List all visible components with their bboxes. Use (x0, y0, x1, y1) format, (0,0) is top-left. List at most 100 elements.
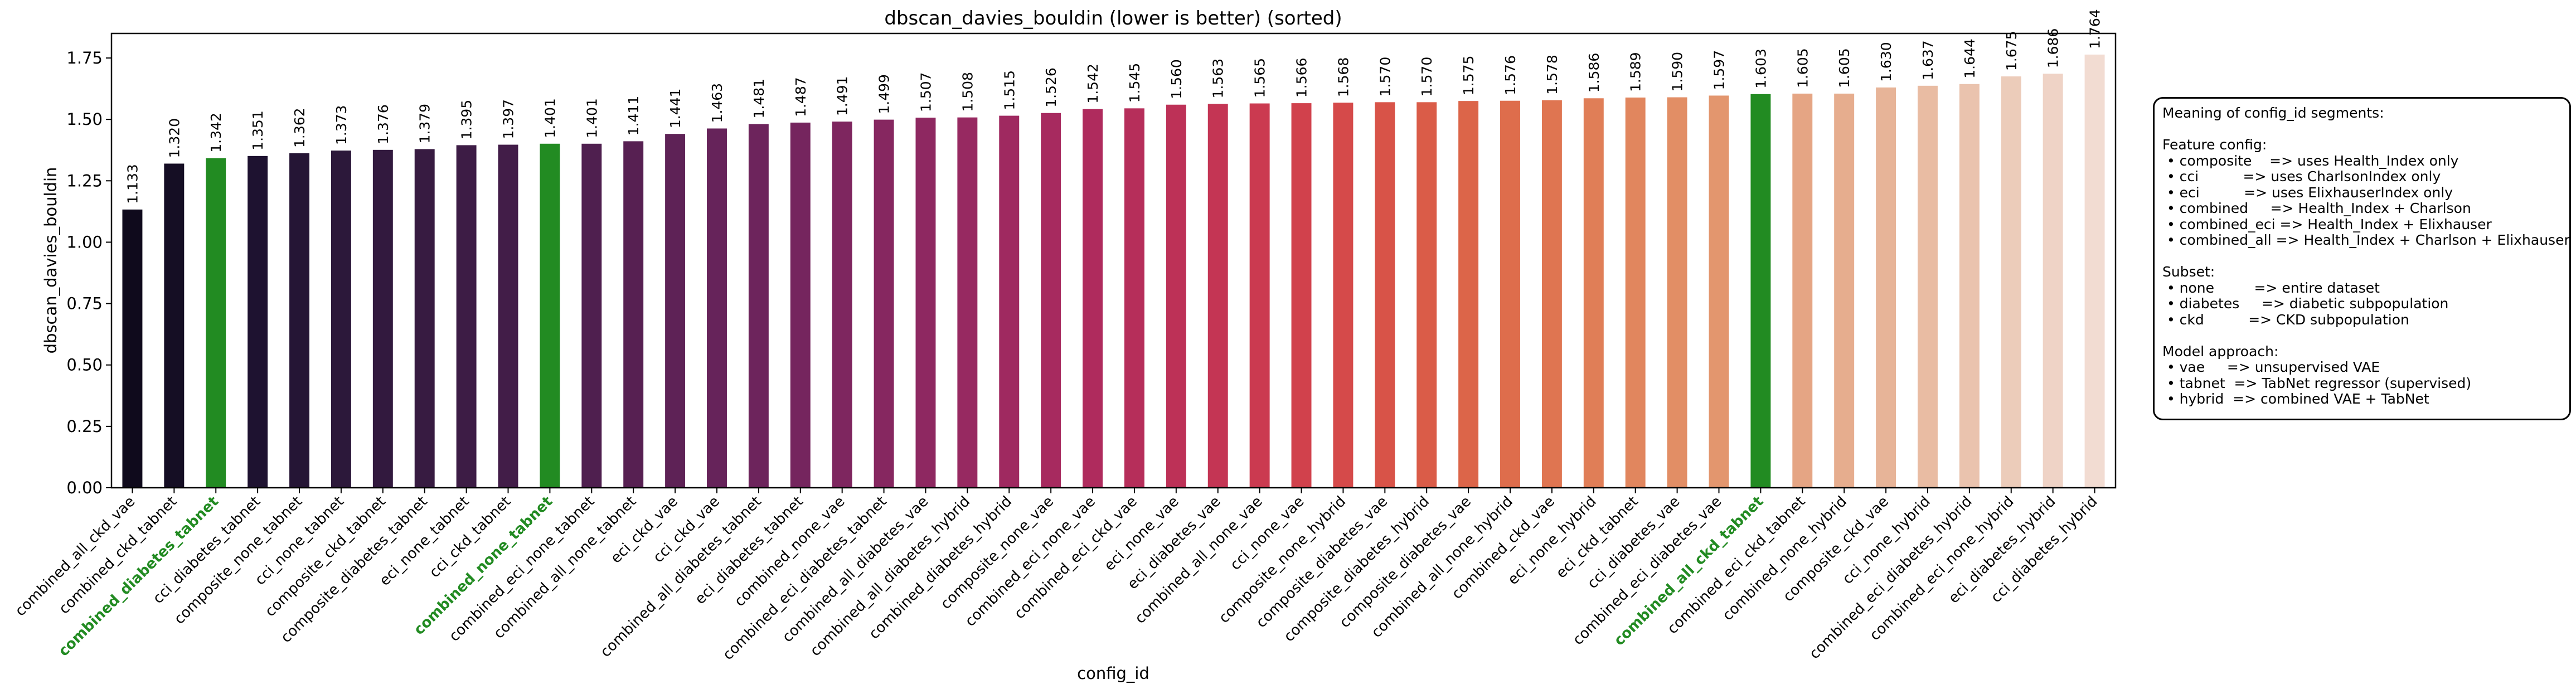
bar-value-label: 1.515 (1001, 70, 1017, 110)
bar (665, 134, 686, 488)
y-tick-label: 1.25 (66, 171, 103, 190)
bar-value-label: 1.566 (1294, 58, 1310, 98)
bar (164, 163, 185, 488)
legend-line: • diabetes => diabetic subpopulation (2162, 295, 2449, 312)
bar-value-label: 1.570 (1419, 57, 1435, 97)
bar-value-label: 1.637 (1920, 40, 1936, 80)
legend-line: • combined_eci => Health_Index + Elixhau… (2162, 216, 2492, 232)
bar-value-label: 1.441 (667, 89, 683, 129)
bar (915, 118, 936, 488)
bar (1458, 101, 1479, 488)
bar-value-label: 1.644 (1962, 38, 1978, 79)
bar-value-label: 1.401 (542, 98, 558, 138)
bar (707, 128, 727, 488)
bar-value-label: 1.542 (1085, 64, 1101, 104)
x-axis-label: config_id (1077, 664, 1149, 683)
bar-value-label: 1.411 (625, 96, 642, 136)
bar (1083, 109, 1103, 488)
bar (2043, 74, 2063, 488)
bar (623, 141, 644, 488)
y-tick-label: 0.75 (66, 294, 103, 313)
bar-value-label: 1.508 (959, 72, 976, 112)
bar-value-label: 1.565 (1252, 58, 1268, 98)
bar-value-label: 1.379 (417, 104, 433, 144)
y-tick-label: 1.00 (66, 232, 103, 251)
bar (1333, 103, 1354, 488)
bar-value-label: 1.376 (375, 104, 391, 144)
legend-line (2162, 122, 2562, 138)
plot-frame (110, 32, 2117, 489)
bar-value-label: 1.320 (166, 118, 182, 158)
bar-value-label: 1.362 (292, 108, 308, 148)
bar (1041, 113, 1061, 488)
legend-line: • composite => uses Health_Index only (2162, 152, 2459, 169)
bar-value-label: 1.686 (2045, 28, 2061, 69)
y-ticks-layer: 0.00 0.25 0.50 0.75 1.00 1.25 1.50 1.75 (66, 48, 111, 497)
bar (1792, 93, 1813, 488)
bar-value-label: 1.568 (1335, 57, 1351, 98)
bar (748, 124, 769, 488)
bar (2001, 76, 2021, 488)
y-tick-label: 0.00 (66, 478, 103, 497)
bar-value-label: 1.499 (876, 74, 892, 114)
bar-value-label: 1.630 (1878, 42, 1894, 82)
legend-line: • combined => Health_Index + Charlson (2162, 200, 2471, 216)
axes-layer (110, 32, 2117, 489)
legend-line: • hybrid => combined VAE + TabNet (2162, 391, 2429, 407)
bar (1207, 104, 1228, 488)
bar (790, 122, 811, 488)
bar (957, 117, 978, 488)
legend-line: Model approach: (2162, 343, 2279, 360)
bar (2084, 54, 2105, 488)
legend-line: • combined_all => Health_Index + Charlso… (2162, 232, 2570, 248)
x-tick-label: eci_none_vae (1101, 493, 1182, 574)
bar-value-label: 1.373 (333, 105, 350, 145)
bar-value-label: 1.764 (2087, 9, 2103, 49)
bar (1375, 102, 1395, 488)
legend-line: Feature config: (2162, 137, 2267, 153)
bar-value-label: 1.603 (1753, 48, 1769, 89)
bar-value-label: 1.133 (124, 164, 140, 204)
x-tick-label: combined_all_ckd_tabnet (1611, 493, 1767, 649)
bar (372, 149, 393, 488)
bar-value-label: 1.401 (584, 98, 600, 138)
bar (874, 119, 894, 488)
bar-value-label: 1.491 (835, 76, 851, 117)
legend-line: • ckd => CKD subpopulation (2162, 311, 2409, 328)
bar (1959, 84, 1980, 488)
bar-value-label: 1.570 (1377, 57, 1393, 97)
bar (1416, 102, 1437, 488)
bar-value-label: 1.545 (1127, 63, 1143, 103)
bar (289, 153, 310, 488)
y-axis-label: dbscan_davies_bouldin (41, 167, 60, 354)
legend-line (2162, 328, 2562, 344)
bar (248, 156, 268, 488)
bar (1917, 85, 1938, 488)
legend-line: • cci => uses CharlsonIndex only (2162, 168, 2441, 185)
legend-line: • tabnet => TabNet regressor (supervised… (2162, 375, 2472, 391)
bar-value-label: 1.605 (1794, 48, 1811, 88)
bar-value-label: 1.597 (1711, 50, 1727, 90)
bar (331, 151, 351, 488)
bar-value-label: 1.576 (1502, 55, 1519, 95)
bar (1834, 93, 1855, 488)
y-tick-label: 0.50 (66, 356, 103, 375)
bar-value-label: 1.463 (709, 83, 725, 123)
bar-value-label: 1.578 (1544, 55, 1560, 95)
bar (1709, 95, 1729, 488)
y-tick-label: 0.25 (66, 417, 103, 436)
bar-value-label: 1.575 (1461, 56, 1477, 96)
bar (206, 158, 226, 488)
bar-value-label: 1.590 (1670, 52, 1686, 92)
bar-value-label: 1.586 (1586, 53, 1602, 93)
legend-line: • eci => uses ElixhauserIndex only (2162, 184, 2453, 201)
bar-value-label: 1.675 (2003, 31, 2020, 71)
bar (1667, 97, 1687, 488)
bar-value-label: 1.589 (1628, 52, 1644, 92)
bar-value-label: 1.507 (918, 72, 934, 113)
bar (540, 143, 560, 488)
bar (1625, 97, 1646, 488)
x-tick-label: cci_none_vae (1227, 493, 1307, 574)
legend-line: • none => entire dataset (2162, 279, 2380, 296)
